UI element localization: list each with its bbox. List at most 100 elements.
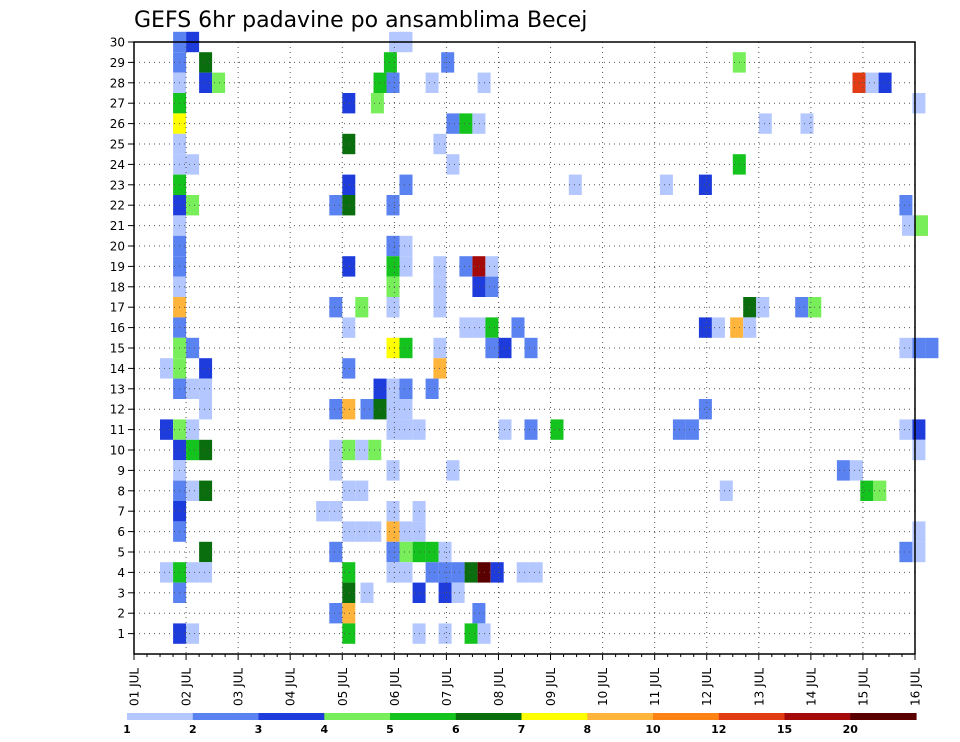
- heatmap-cell: [698, 317, 712, 338]
- heatmap-cell: [399, 521, 413, 542]
- heatmap-cell: [212, 72, 226, 93]
- colorbar-label: 6: [452, 723, 460, 736]
- heatmap-cell: [342, 521, 356, 542]
- heatmap-cell: [899, 541, 913, 563]
- heatmap-cell: [160, 358, 173, 379]
- heatmap-cell: [459, 113, 473, 134]
- heatmap-cell: [186, 154, 200, 175]
- heatmap-cell: [329, 439, 343, 461]
- colorbar-label: 10: [645, 723, 661, 736]
- heatmap-cell: [199, 378, 213, 399]
- heatmap-cell: [342, 562, 356, 583]
- colorbar-segment: [127, 713, 194, 720]
- y-tick-label: 2: [117, 607, 125, 621]
- x-tick-label: 06 JUL: [388, 668, 402, 706]
- heatmap-cell: [342, 133, 356, 155]
- y-tick-label: 8: [117, 484, 125, 498]
- heatmap-cell: [342, 582, 356, 603]
- y-tick-label: 26: [110, 117, 125, 131]
- heatmap-cell: [485, 337, 499, 359]
- heatmap-cell: [386, 521, 400, 542]
- y-tick-label: 6: [117, 525, 125, 539]
- heatmap-cell: [438, 623, 452, 644]
- heatmap-cell: [849, 460, 863, 481]
- heatmap-cell: [342, 358, 356, 379]
- heatmap-cell: [899, 419, 913, 440]
- heatmap-cell: [355, 521, 369, 542]
- heatmap-cell: [472, 603, 486, 624]
- heatmap-cell: [459, 256, 473, 277]
- y-tick-label: 10: [110, 444, 125, 458]
- heatmap-cell: [386, 562, 400, 583]
- colorbar-label: 4: [320, 723, 328, 736]
- heatmap-cell: [529, 562, 543, 583]
- y-tick-label: 30: [110, 36, 125, 50]
- heatmap-cell: [511, 317, 525, 338]
- y-tick-label: 17: [110, 301, 125, 315]
- heatmap-cell: [186, 419, 200, 440]
- heatmap-cell: [878, 72, 892, 93]
- heatmap-cell: [446, 113, 460, 134]
- heatmap-cell: [386, 297, 400, 318]
- heatmap-cell: [342, 317, 356, 338]
- heatmap-cell: [199, 480, 213, 501]
- colorbar-segment: [390, 713, 457, 720]
- heatmap-cell: [386, 276, 400, 297]
- heatmap-cell: [451, 582, 465, 603]
- heatmap-cell: [758, 113, 772, 134]
- y-tick-label: 22: [110, 199, 125, 213]
- heatmap-cell: [186, 378, 200, 399]
- heatmap-cell: [342, 256, 356, 277]
- heatmap-cell: [386, 337, 400, 359]
- heatmap-cell: [399, 337, 413, 359]
- heatmap-cell: [186, 337, 200, 359]
- y-tick-label: 9: [117, 464, 125, 478]
- y-tick-label: 4: [117, 566, 125, 580]
- heatmap-cell: [360, 399, 374, 420]
- y-tick-label: 12: [110, 403, 125, 417]
- colorbar-label: 2: [189, 723, 197, 736]
- heatmap-cell: [342, 439, 356, 461]
- heatmap-cell: [490, 562, 504, 583]
- x-tick-label: 14 JUL: [804, 668, 818, 706]
- x-axis: 01 JUL 02 JUL 03 JUL 04 JUL 05 JUL 06 JUL 07 J…: [128, 654, 923, 706]
- heatmap-cell: [438, 541, 452, 563]
- heatmap-cell: [342, 623, 356, 644]
- x-tick-label: 07 JUL: [440, 668, 454, 706]
- x-tick-label: 16 JUL: [909, 668, 923, 706]
- y-tick-label: 3: [117, 586, 125, 600]
- cells-layer: [160, 31, 939, 644]
- colorbar-label: 5: [386, 723, 394, 736]
- y-tick-label: 24: [110, 158, 125, 172]
- heatmap-cell: [199, 399, 213, 420]
- heatmap-cell: [199, 358, 213, 379]
- heatmap-cell: [386, 419, 400, 440]
- heatmap-cell: [516, 562, 530, 583]
- colorbar-segment: [455, 713, 523, 720]
- heatmap-cell: [860, 480, 874, 501]
- heatmap-cell: [386, 378, 400, 399]
- heatmap-cell: [446, 460, 460, 481]
- x-tick-label: 15 JUL: [856, 668, 870, 706]
- y-tick-label: 29: [110, 56, 125, 70]
- heatmap-cell: [524, 337, 538, 359]
- y-tick-label: 23: [110, 178, 125, 192]
- y-tick-label: 28: [110, 76, 125, 90]
- heatmap-cell: [472, 276, 486, 297]
- heatmap-cell: [386, 460, 400, 481]
- heatmap-cell: [386, 235, 400, 257]
- heatmap-cell: [451, 562, 465, 583]
- heatmap-cell: [329, 460, 343, 481]
- colorbar-segment: [258, 713, 325, 720]
- x-tick-label: 11 JUL: [648, 668, 662, 706]
- heatmap-cell: [329, 195, 343, 216]
- heatmap-cell: [698, 174, 712, 195]
- heatmap-cell: [464, 562, 478, 583]
- heatmap-cell: [685, 419, 699, 440]
- heatmap-cell: [186, 623, 200, 644]
- heatmap-cell: [524, 419, 538, 440]
- colorbar-label: 3: [255, 723, 263, 736]
- heatmap-cell: [199, 562, 213, 583]
- y-tick-label: 20: [110, 240, 125, 254]
- heatmap-cell: [386, 256, 400, 277]
